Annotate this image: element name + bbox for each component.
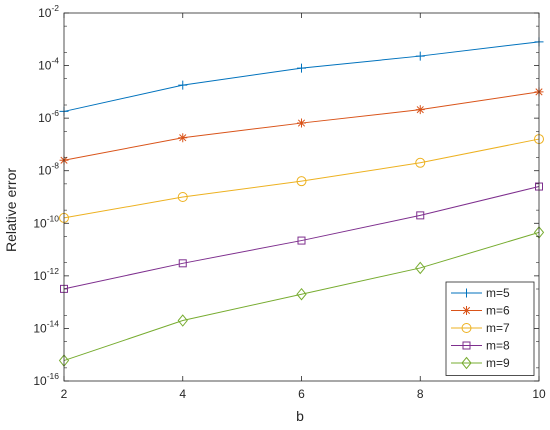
data-point <box>296 287 307 301</box>
data-point <box>415 157 426 168</box>
data-point <box>415 261 426 275</box>
legend-entry: m=6 <box>451 304 510 318</box>
legend-marker <box>461 323 472 333</box>
series-m=8 <box>60 182 543 293</box>
y-tick-label: 10-12 <box>33 266 59 283</box>
y-tick-label: 10-4 <box>38 56 59 73</box>
series-line <box>63 231 540 362</box>
data-point <box>297 63 306 73</box>
legend-box <box>445 281 535 376</box>
x-tick-label: 8 <box>417 387 424 401</box>
series-line <box>63 138 540 219</box>
legend-entry: m=5 <box>451 286 510 300</box>
y-tick-label: 10-8 <box>38 161 59 178</box>
data-point <box>415 51 425 61</box>
data-point <box>178 133 188 143</box>
legend-label: m=9 <box>486 356 510 370</box>
series-m=5 <box>59 37 544 116</box>
data-point <box>297 118 306 128</box>
x-tick-label: 10 <box>532 387 546 401</box>
y-tick-label: 10-10 <box>33 213 59 230</box>
legend-marker <box>462 341 471 350</box>
x-tick-label: 4 <box>179 387 186 401</box>
series-line <box>63 186 540 290</box>
data-point <box>416 211 425 220</box>
data-point <box>415 105 425 115</box>
y-tick-label: 10-14 <box>33 318 59 335</box>
data-point <box>296 176 307 187</box>
x-tick-label: 6 <box>298 387 305 401</box>
legend-entry: m=9 <box>451 356 510 370</box>
data-point <box>177 192 188 202</box>
legend-marker <box>461 356 472 370</box>
data-point <box>178 80 188 90</box>
axes <box>63 12 540 382</box>
data-point <box>178 259 187 268</box>
y-tick-label: 10-6 <box>38 108 59 125</box>
legend: m=5 m=6 m=7 m=8 m=9 <box>445 281 535 376</box>
legend-label: m=5 <box>486 286 510 300</box>
data-point <box>297 236 306 245</box>
x-tick-label: 2 <box>61 387 68 401</box>
legend-marker <box>462 288 471 298</box>
y-tick-label: 10-16 <box>33 371 59 388</box>
y-axis-label: Relative error <box>3 168 19 252</box>
series-line <box>63 41 540 112</box>
legend-entry: m=8 <box>451 339 510 353</box>
y-tick-label: 10-2 <box>38 3 59 20</box>
legend-label: m=8 <box>486 339 510 353</box>
data-point <box>177 314 188 327</box>
tick-labels: 2 4 6 8 10 10-16 10-14 10-12 10-10 10-8 10-6 10-4 10… <box>33 3 546 401</box>
legend-marker <box>462 306 471 315</box>
legend-label: m=7 <box>486 321 510 335</box>
x-axis-label: b <box>296 408 304 424</box>
legend-label: m=6 <box>486 304 510 318</box>
legend-entry: m=7 <box>451 321 510 335</box>
